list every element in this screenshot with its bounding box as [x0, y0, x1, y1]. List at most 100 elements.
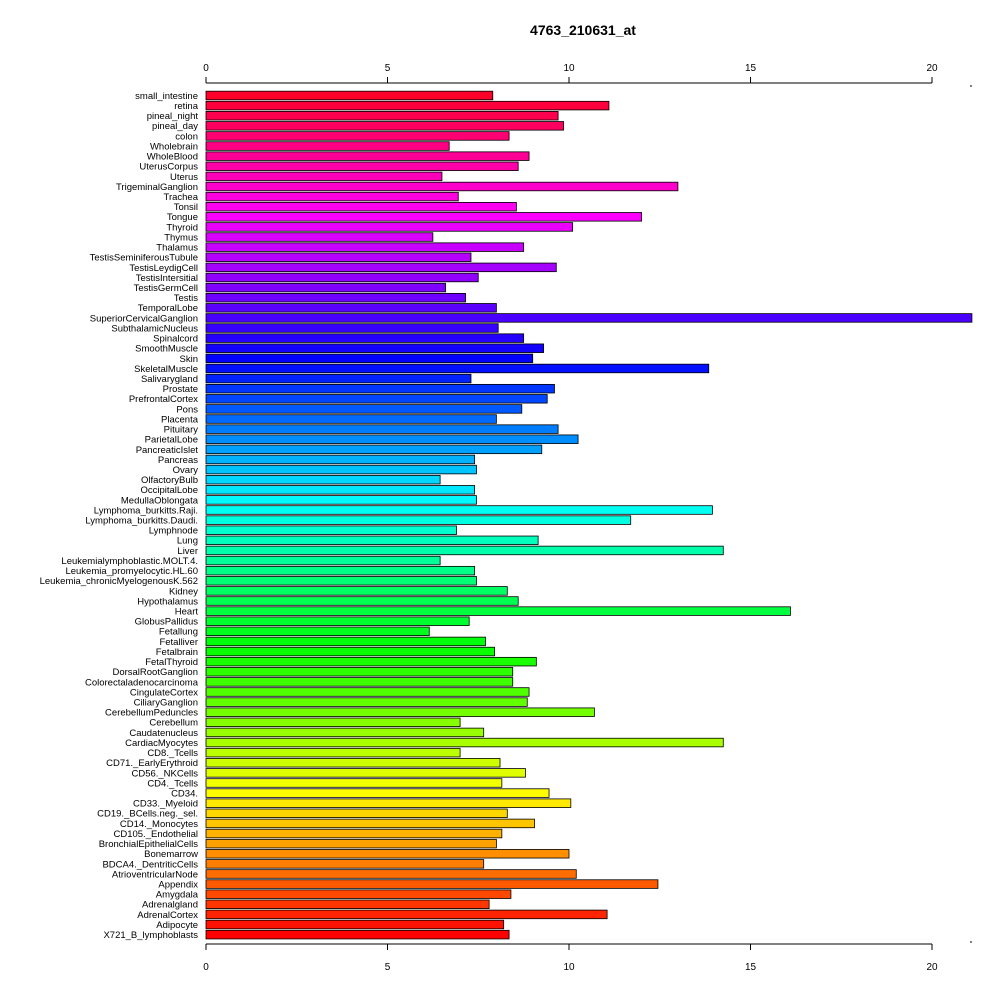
category-label: Testis — [174, 293, 199, 304]
category-label: Wholebrain — [150, 141, 198, 152]
bar-lung — [205, 535, 539, 546]
category-label: Appendix — [158, 879, 198, 890]
category-label: Lymphoma_burkitts.Daudi. — [85, 516, 198, 527]
category-label: TestisLeydigCell — [129, 263, 198, 274]
category-label: CingulateCortex — [130, 687, 198, 698]
bar-bronchialepithelialcells — [205, 838, 497, 849]
category-label: Caudatenucleus — [129, 728, 198, 739]
category-label: TemporalLobe — [138, 303, 198, 314]
bar-appendix — [205, 879, 659, 889]
bar-leukemia-chronicmyelogenousk-562 — [205, 576, 477, 586]
category-label: retina — [174, 101, 198, 112]
category-label: CiliaryGanglion — [134, 698, 198, 709]
bar-parietallobe — [205, 434, 579, 444]
category-label: Uterus — [170, 172, 198, 183]
bar-medullaoblongata — [205, 495, 477, 505]
bar-cerebellum — [205, 717, 461, 728]
bar-pineal-day — [205, 121, 564, 131]
tick-label-bottom: 15 — [745, 962, 757, 973]
category-label: Trachea — [164, 192, 199, 203]
bar-amygdala — [205, 889, 512, 899]
bar-pancreaticislet — [205, 444, 543, 455]
bar-trachea — [205, 191, 459, 202]
bar-wholeblood — [205, 151, 530, 161]
bar-dorsalrootganglion — [205, 667, 514, 677]
bar-heart — [205, 606, 791, 616]
category-label: Lymphoma_burkitts.Raji. — [94, 505, 198, 516]
bar-pons — [205, 404, 523, 414]
bar-globuspallidus — [205, 616, 470, 626]
category-label: DorsalRootGanglion — [112, 667, 198, 678]
bar-cd14-monocytes — [205, 818, 535, 829]
bar-placenta — [205, 414, 497, 424]
bar-cd8-tcells — [205, 747, 461, 758]
category-label: WholeBlood — [147, 152, 198, 163]
category-label: Placenta — [161, 414, 199, 425]
bar-testisgermcell — [205, 282, 446, 293]
category-label: AdrenalCortex — [137, 910, 198, 921]
tick-label-top: 20 — [926, 63, 938, 74]
bar-uterus — [205, 171, 443, 182]
category-label: GlobusPallidus — [135, 617, 199, 628]
category-label: OccipitalLobe — [140, 485, 198, 496]
category-label: Skin — [180, 354, 198, 365]
category-label: SubthalamicNucleus — [111, 323, 198, 334]
bar-leukemia-promyelocytic-hl-60 — [205, 565, 476, 576]
category-label: TrigeminalGanglion — [116, 182, 198, 193]
category-label: CD33._Myeloid — [133, 799, 198, 810]
bar-tonsil — [205, 202, 517, 212]
bar-colorectaladenocarcinoma — [205, 677, 514, 687]
category-label: CD34. — [171, 788, 198, 799]
bar-ovary — [205, 464, 477, 475]
category-label: Adrenalgland — [142, 900, 198, 911]
category-label: SuperiorCervicalGanglion — [90, 313, 198, 324]
tick-label-top: 15 — [745, 63, 757, 74]
category-label: Cerebellum — [149, 718, 198, 729]
category-label: Colorectaladenocarcinoma — [85, 677, 199, 688]
tick-label-bottom: 10 — [563, 962, 575, 973]
category-label: pineal_day — [152, 121, 198, 132]
category-label: TestisIntersitial — [136, 273, 198, 284]
bar-liver — [205, 545, 724, 556]
bar-hypothalamus — [205, 596, 519, 606]
bar-atrioventricularnode — [205, 869, 577, 879]
category-label: Pituitary — [164, 425, 199, 436]
bar-cd105-endothelial — [205, 828, 503, 839]
category-label: Hypothalamus — [137, 596, 198, 607]
bar-thyroid — [205, 222, 574, 232]
chart-title: 4763_210631_at — [530, 22, 636, 38]
category-label: pineal_night — [147, 111, 199, 122]
bar-thymus — [205, 232, 434, 242]
bar-adrenalcortex — [205, 909, 608, 920]
category-label: SkeletalMuscle — [134, 364, 198, 375]
bar-temporallobe — [205, 303, 497, 313]
bar-adipocyte — [205, 919, 505, 930]
bar-fetalliver — [205, 636, 486, 647]
category-label: CD19._BCells.neg._sel. — [97, 809, 198, 820]
bar-x721-b-lymphoblasts — [205, 929, 510, 940]
category-label: Salivarygland — [141, 374, 198, 385]
bar-testisintersitial — [205, 272, 479, 283]
category-label: Spinalcord — [153, 334, 198, 345]
category-label: Pons — [176, 404, 198, 415]
category-label: X721_B_lymphoblasts — [103, 930, 198, 941]
tick-label-top: 10 — [563, 63, 575, 74]
bar-olfactorybulb — [205, 474, 441, 485]
bar-ciliaryganglion — [205, 697, 528, 707]
bar-leukemialymphoblastic-molt-4- — [205, 555, 441, 566]
category-labels: small_intestineretinapineal_nightpineal_… — [40, 91, 199, 941]
category-label: SmoothMuscle — [135, 344, 198, 355]
tick-label-top: 0 — [203, 63, 209, 74]
category-label: Thalamus — [156, 243, 198, 254]
category-label: BronchialEpithelialCells — [99, 839, 199, 850]
category-label: UterusCorpus — [139, 162, 198, 173]
bar-caudatenucleus — [205, 727, 485, 738]
category-label: CD4._Tcells — [147, 778, 198, 789]
category-label: Fetallung — [159, 627, 198, 638]
category-label: Fetalbrain — [156, 647, 198, 658]
top-axis-ticks: 0 5 10 15 20 — [203, 63, 972, 87]
bar-prostate — [205, 383, 555, 394]
bar-kidney — [205, 586, 508, 596]
bar-lymphoma-burkitts-raji- — [205, 505, 713, 515]
bar-cd19-bcells-neg-sel- — [205, 808, 508, 819]
